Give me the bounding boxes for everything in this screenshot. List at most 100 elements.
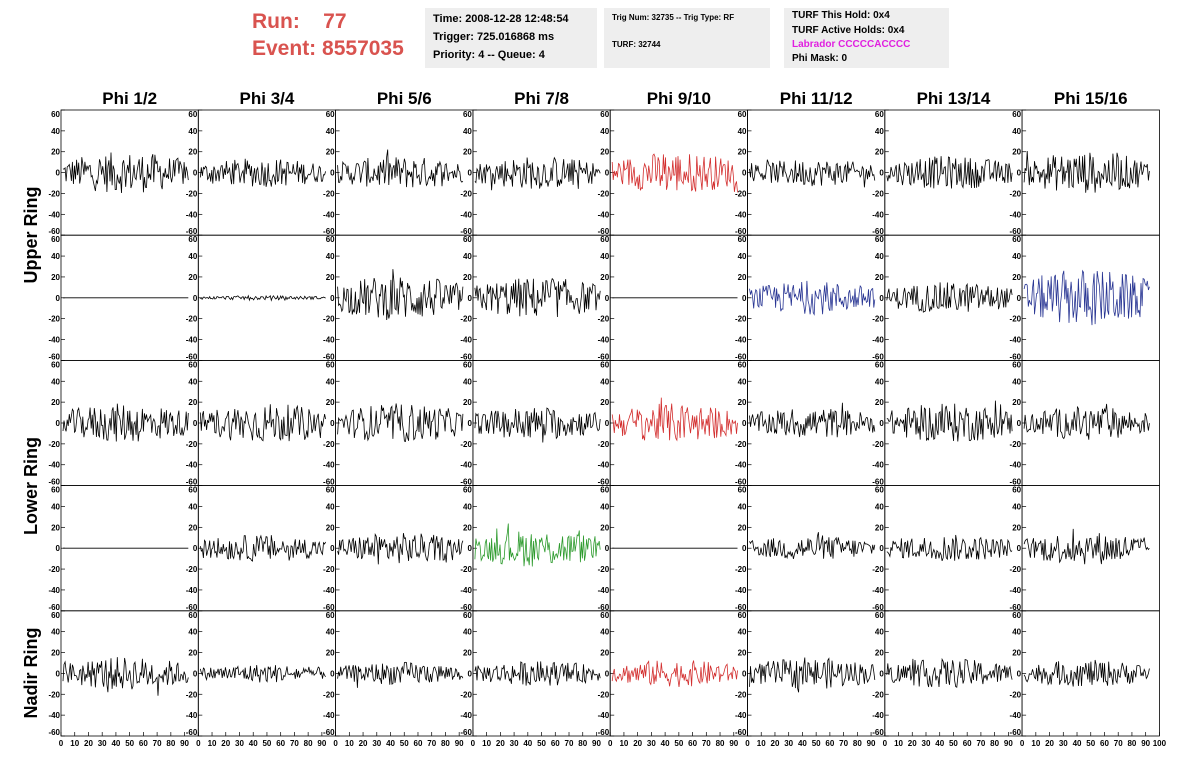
trigger-text: Trigger: 725.016868 ms (433, 31, 555, 43)
y-tick-label: -60 (323, 728, 335, 737)
x-tick-label: 0 (608, 739, 613, 748)
x-tick-label: 20 (771, 739, 780, 748)
y-tick-label: 60 (51, 235, 60, 244)
x-tick-label: 30 (922, 739, 931, 748)
y-tick-label: 40 (600, 628, 609, 637)
x-tick-label: 80 (304, 739, 313, 748)
y-tick-label: 60 (326, 486, 335, 495)
y-tick-label: 60 (600, 110, 609, 119)
y-tick-label: -40 (735, 461, 747, 470)
y-tick-label: -40 (48, 586, 60, 595)
x-tick-label: 90 (1004, 739, 1013, 748)
y-tick-label: 20 (326, 523, 335, 532)
y-tick-label: -20 (323, 315, 335, 324)
y-tick-label: 40 (738, 127, 747, 136)
y-tick-label: 60 (600, 611, 609, 620)
waveform-trace (199, 158, 326, 187)
x-tick-label: 50 (949, 739, 958, 748)
x-tick-label: 0 (1020, 739, 1025, 748)
x-tick-label: 70 (1114, 739, 1123, 748)
column-label: Phi 3/4 (240, 89, 295, 108)
y-tick-label: -20 (1010, 690, 1022, 699)
y-tick-label: 40 (600, 377, 609, 386)
y-tick-label: 60 (326, 360, 335, 369)
waveform-trace (886, 657, 1013, 688)
y-tick-label: 20 (738, 398, 747, 407)
y-tick-label: -60 (598, 603, 610, 612)
y-tick-label: -20 (460, 315, 472, 324)
y-tick-label: 20 (600, 273, 609, 282)
y-tick-label: 60 (875, 235, 884, 244)
y-tick-label: 60 (738, 611, 747, 620)
x-tick-label: 30 (784, 739, 793, 748)
y-tick-label: -20 (735, 565, 747, 574)
y-tick-label: 0 (742, 419, 747, 428)
y-tick-label: -40 (460, 586, 472, 595)
x-tick-label: 40 (798, 739, 807, 748)
y-tick-label: 60 (1012, 235, 1021, 244)
y-tick-label: -40 (872, 586, 884, 595)
y-tick-label: -60 (48, 478, 60, 487)
panel-frame (1021, 359, 1160, 486)
x-tick-label: 30 (372, 739, 381, 748)
y-tick-label: 60 (51, 110, 60, 119)
y-tick-label: -20 (598, 440, 610, 449)
turf-hold-text: TURF This Hold: 0x4 (792, 10, 890, 21)
y-tick-label: -40 (186, 336, 198, 345)
y-tick-label: 0 (1017, 669, 1022, 678)
y-tick-label: 0 (56, 419, 61, 428)
y-tick-label: -60 (323, 352, 335, 361)
y-tick-label: -60 (1010, 227, 1022, 236)
x-tick-label: 10 (894, 739, 903, 748)
y-tick-label: 60 (188, 611, 197, 620)
x-tick-label: 90 (317, 739, 326, 748)
y-tick-label: 40 (600, 252, 609, 261)
y-tick-label: -40 (48, 210, 60, 219)
y-tick-label: -20 (186, 189, 198, 198)
y-tick-label: -60 (598, 478, 610, 487)
panel-frame (60, 610, 199, 737)
panel-frame (335, 610, 474, 737)
y-tick-label: -40 (735, 711, 747, 720)
x-tick-label: 90 (1141, 739, 1150, 748)
y-tick-label: 20 (738, 148, 747, 157)
x-tick-label: 80 (1127, 739, 1136, 748)
x-tick-label: 50 (400, 739, 409, 748)
x-tick-label: 10 (345, 739, 354, 748)
x-tick-label: 40 (1073, 739, 1082, 748)
y-tick-label: 60 (326, 611, 335, 620)
y-tick-label: -40 (323, 586, 335, 595)
y-tick-label: -20 (735, 189, 747, 198)
waveform-trace (199, 534, 326, 562)
y-tick-label: 40 (188, 628, 197, 637)
x-tick-label: 80 (578, 739, 587, 748)
y-tick-label: -20 (598, 565, 610, 574)
x-tick-label: 80 (990, 739, 999, 748)
y-tick-label: -20 (48, 690, 60, 699)
y-tick-label: 40 (326, 628, 335, 637)
y-tick-label: -20 (323, 189, 335, 198)
y-tick-label: -20 (1010, 315, 1022, 324)
x-tick-label: 30 (235, 739, 244, 748)
priority-text: Priority: 4 -- Queue: 4 (433, 49, 545, 61)
y-tick-label: 60 (1012, 486, 1021, 495)
y-tick-label: 40 (463, 252, 472, 261)
x-tick-label: 20 (908, 739, 917, 748)
y-tick-label: -60 (1010, 728, 1022, 737)
y-tick-label: -40 (460, 461, 472, 470)
y-tick-label: -40 (735, 210, 747, 219)
x-tick-label: 60 (1100, 739, 1109, 748)
y-tick-label: -60 (186, 352, 198, 361)
y-tick-label: 40 (875, 628, 884, 637)
y-tick-label: 20 (463, 523, 472, 532)
y-tick-label: 0 (605, 169, 610, 178)
y-tick-label: 0 (605, 669, 610, 678)
y-tick-label: 40 (51, 502, 60, 511)
y-tick-label: 60 (738, 360, 747, 369)
y-tick-label: 0 (879, 169, 884, 178)
panel-frame (884, 109, 1023, 236)
y-tick-label: 60 (1012, 360, 1021, 369)
y-tick-label: -40 (1010, 586, 1022, 595)
waveform-trace (337, 403, 464, 443)
